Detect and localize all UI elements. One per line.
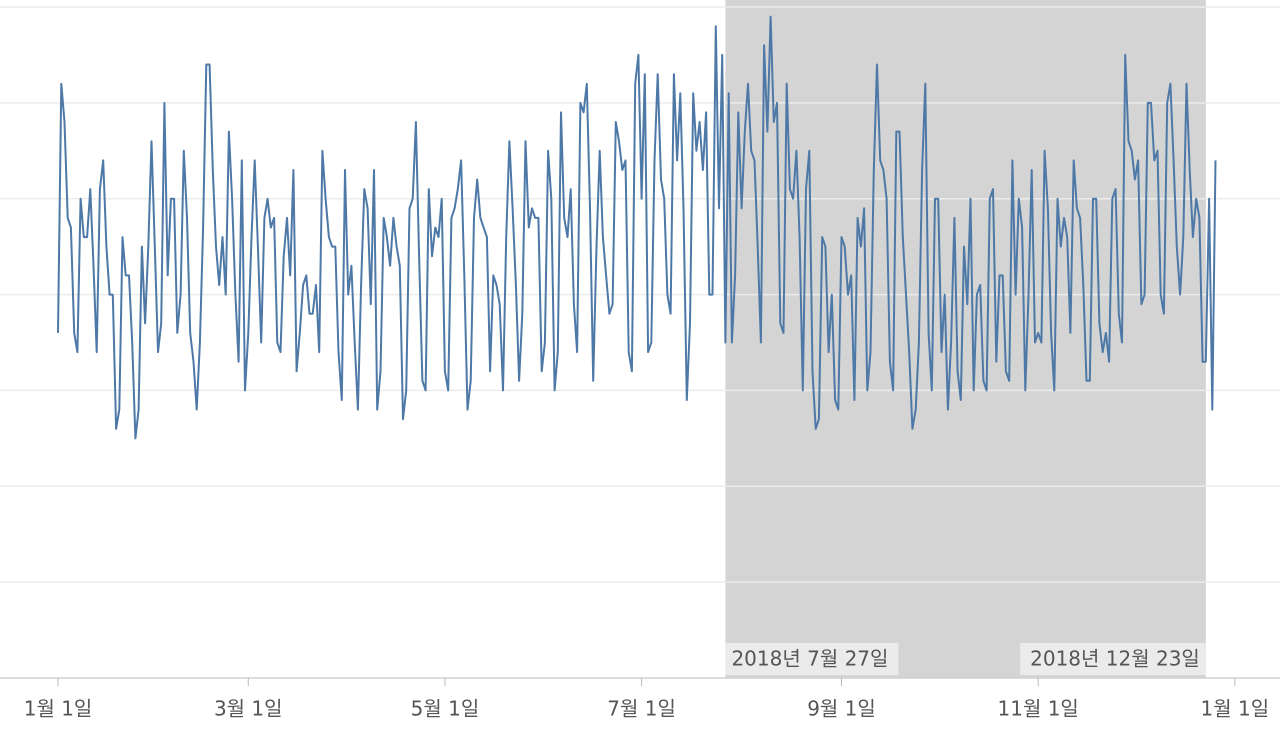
x-tick-label: 5월 1일 [411,697,480,721]
highlight-label: 2018년 12월 23일 [1020,643,1206,675]
annotation-layer: 1월 1일 3월 1일 5월 1일 7월 1일 9월 1일 11월 1일 1월 1일 2018… [24,643,1269,721]
highlight-label: 2018년 7월 27일 [725,643,899,675]
highlight-band [725,0,1206,678]
highlight-label-text: 2018년 7월 27일 [731,647,888,671]
data-line [57,15,1217,440]
x-tick-label: 3월 1일 [214,697,283,721]
highlight-label-text: 2018년 12월 23일 [1030,647,1200,671]
label-box [1020,643,1206,675]
x-tick-label: 1월 1일 [1201,697,1270,721]
x-tick-label: 9월 1일 [807,697,876,721]
background-layer [0,0,1280,679]
plot-layer [57,15,1217,440]
x-tick-label: 7월 1일 [607,697,676,721]
label-box [725,643,899,675]
x-tick-label: 1월 1일 [24,697,93,721]
x-tick-label: 11월 1일 [998,697,1079,721]
